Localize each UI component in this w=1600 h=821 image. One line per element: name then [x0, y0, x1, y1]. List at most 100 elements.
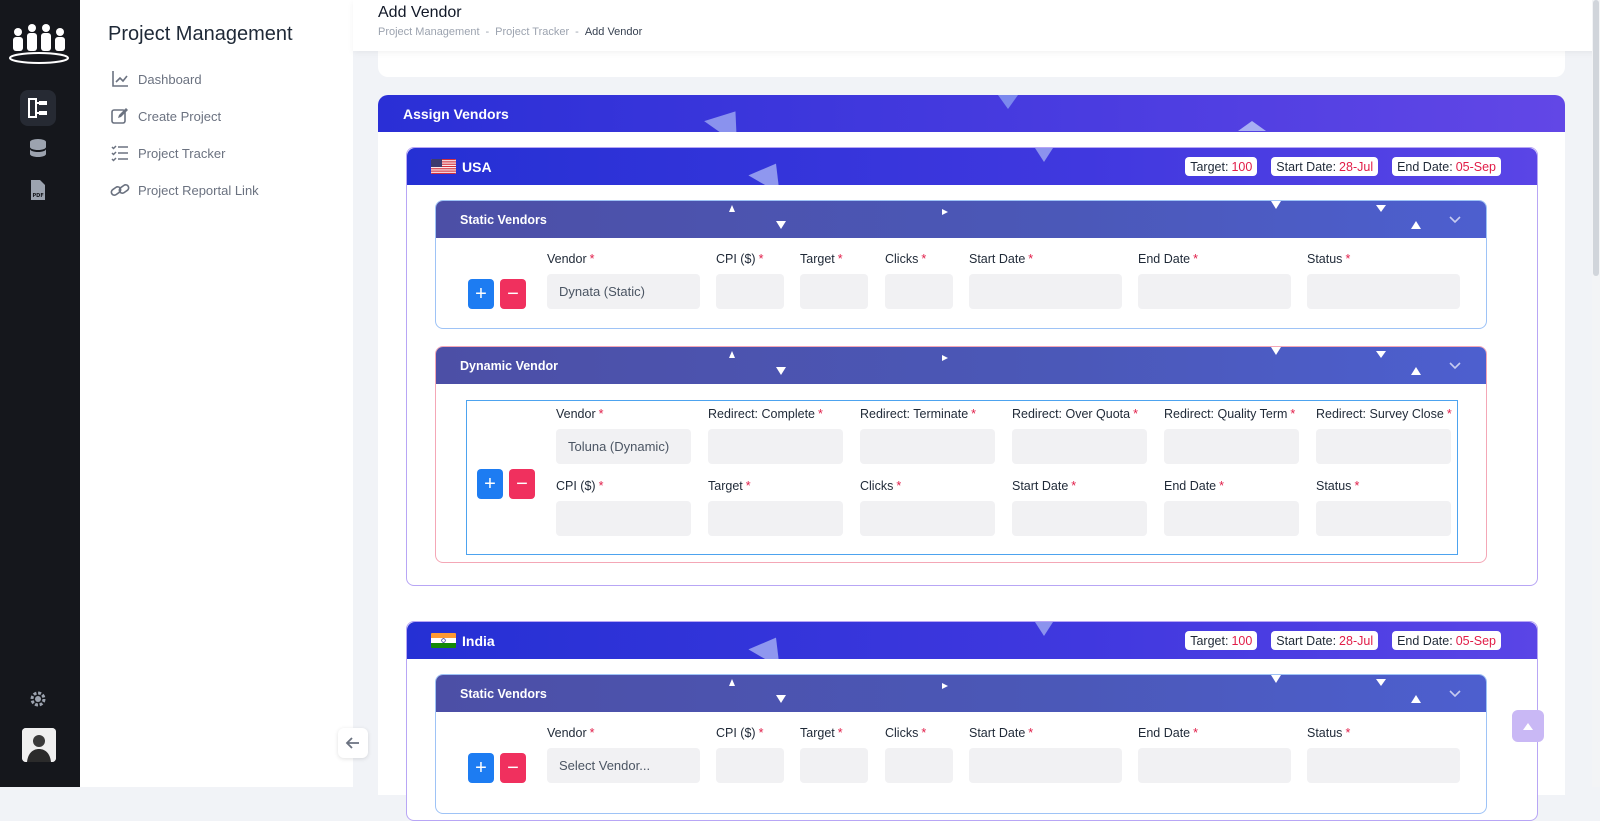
- field-label-vendor: Vendor *: [547, 252, 595, 266]
- clicks-input[interactable]: [885, 274, 953, 309]
- decor-triangle: [998, 95, 1018, 109]
- vendor-select[interactable]: Toluna (Dynamic): [556, 429, 691, 464]
- field-label-vendor: Vendor *: [547, 726, 595, 740]
- breadcrumb-current: Add Vendor: [584, 26, 643, 38]
- target-input[interactable]: [800, 274, 868, 309]
- end-date-input[interactable]: [1164, 501, 1299, 536]
- team-logo-icon[interactable]: [8, 22, 70, 66]
- sidebar: Project Management Dashboard Create Proj…: [80, 0, 353, 787]
- decor-triangle: [729, 679, 735, 686]
- field-label-redirect-terminate: Redirect: Terminate *: [860, 407, 977, 421]
- target-label: Target:: [1190, 633, 1229, 648]
- sidebar-item-dashboard[interactable]: Dashboard: [110, 67, 202, 91]
- dynamic-vendor-row: + − Vendor * Redirect: Complete * Redirect…: [466, 400, 1458, 555]
- field-label-clicks: Clicks *: [885, 726, 927, 740]
- decor-triangle: [942, 355, 948, 361]
- country-stats: Target: 100 Start Date: 28-Jul End Date: 05…: [1185, 631, 1501, 650]
- sidebar-item-project-tracker[interactable]: Project Tracker: [110, 141, 225, 165]
- sidebar-item-label: Project Reportal Link: [138, 182, 259, 198]
- end-date-input[interactable]: [1138, 748, 1291, 783]
- vendor-select[interactable]: Dynata (Static): [547, 274, 700, 309]
- project-tree-icon[interactable]: [20, 90, 56, 126]
- start-date-input[interactable]: [1012, 501, 1147, 536]
- cpi-input[interactable]: [716, 274, 784, 309]
- static-vendors-panel: Static Vendors + − Vendor * CPI ($) * Targ…: [435, 674, 1487, 814]
- india-flag-icon: [431, 633, 456, 648]
- field-label-start-date: Start Date *: [969, 252, 1034, 266]
- scrollbar-thumb[interactable]: [1593, 0, 1599, 276]
- add-vendor-button[interactable]: +: [468, 279, 494, 309]
- add-vendor-button[interactable]: +: [477, 469, 503, 499]
- sidebar-item-label: Dashboard: [138, 71, 202, 87]
- chevron-down-icon[interactable]: [1448, 358, 1462, 372]
- field-label-start-date: Start Date *: [969, 726, 1034, 740]
- field-label-vendor: Vendor *: [556, 407, 604, 421]
- dynamic-vendor-panel: Dynamic Vendor + − Vendor * Redirect: Com…: [435, 346, 1487, 563]
- breadcrumb-item[interactable]: Project Management: [378, 26, 480, 38]
- arrow-left-icon: [345, 737, 359, 749]
- static-vendors-title: Static Vendors: [460, 212, 547, 227]
- chevron-down-icon[interactable]: [1448, 212, 1462, 226]
- redirect-over-quota-input[interactable]: [1012, 429, 1147, 464]
- target-value: 100: [1231, 633, 1253, 648]
- target-badge: Target: 100: [1185, 631, 1258, 650]
- redirect-survey-close-input[interactable]: [1316, 429, 1451, 464]
- decor-triangle: [776, 367, 786, 375]
- sidebar-item-project-reportal-link[interactable]: Project Reportal Link: [110, 178, 259, 202]
- redirect-quality-term-input[interactable]: [1164, 429, 1299, 464]
- collapse-sidebar-button[interactable]: [338, 728, 368, 758]
- end-date-input[interactable]: [1138, 274, 1291, 309]
- chevron-down-icon[interactable]: [1448, 686, 1462, 700]
- status-select[interactable]: [1307, 274, 1460, 309]
- pdf-file-icon[interactable]: PDF: [20, 172, 56, 208]
- status-select[interactable]: [1307, 748, 1460, 783]
- field-label-end-date: End Date *: [1164, 479, 1224, 493]
- field-label-target: Target *: [800, 726, 843, 740]
- target-input[interactable]: [708, 501, 843, 536]
- field-label-target: Target *: [800, 252, 843, 266]
- user-avatar[interactable]: [22, 728, 56, 762]
- database-icon[interactable]: [20, 131, 56, 167]
- cpi-input[interactable]: [556, 501, 691, 536]
- remove-vendor-button[interactable]: −: [509, 469, 535, 499]
- country-header: India Target: 100 Start Date: 28-Jul End D…: [407, 622, 1537, 659]
- clicks-input[interactable]: [885, 748, 953, 783]
- start-date-label: Start Date:: [1276, 633, 1337, 648]
- end-date-value: 05-Sep: [1455, 159, 1496, 174]
- page-scrollbar[interactable]: [1592, 0, 1600, 787]
- checklist-icon: [111, 145, 128, 162]
- remove-vendor-button[interactable]: −: [500, 753, 526, 783]
- decor-triangle: [1411, 221, 1421, 229]
- caret-up-icon: [1523, 723, 1533, 730]
- status-select[interactable]: [1316, 501, 1451, 536]
- cpi-input[interactable]: [716, 748, 784, 783]
- remove-vendor-button[interactable]: −: [500, 279, 526, 309]
- sidebar-item-create-project[interactable]: Create Project: [110, 104, 221, 128]
- static-vendors-header[interactable]: Static Vendors: [436, 675, 1486, 712]
- start-date-input[interactable]: [969, 274, 1122, 309]
- clicks-input[interactable]: [860, 501, 995, 536]
- decor-triangle: [1376, 351, 1386, 358]
- redirect-terminate-input[interactable]: [860, 429, 995, 464]
- scroll-to-top-button[interactable]: [1512, 710, 1544, 742]
- field-label-cpi: CPI ($) *: [556, 479, 604, 493]
- country-section-usa: USA Target: 100 Start Date: 28-Jul End Dat…: [406, 147, 1538, 586]
- static-vendors-header[interactable]: Static Vendors: [436, 201, 1486, 238]
- dynamic-vendor-header[interactable]: Dynamic Vendor: [436, 347, 1486, 384]
- start-date-input[interactable]: [969, 748, 1122, 783]
- decor-triangle: [1271, 347, 1281, 355]
- redirect-complete-input[interactable]: [708, 429, 843, 464]
- decor-triangle: [942, 683, 948, 689]
- decor-triangle: [1411, 367, 1421, 375]
- country-name: USA: [462, 158, 492, 175]
- vendor-select[interactable]: Select Vendor...: [547, 748, 700, 783]
- target-input[interactable]: [800, 748, 868, 783]
- breadcrumb-item[interactable]: Project Tracker: [495, 26, 570, 38]
- start-date-value: 28-Jul: [1339, 159, 1374, 174]
- add-vendor-button[interactable]: +: [468, 753, 494, 783]
- field-label-status: Status *: [1307, 726, 1351, 740]
- decor-triangle: [1271, 675, 1281, 683]
- field-label-redirect-over-quota: Redirect: Over Quota *: [1012, 407, 1138, 421]
- settings-gear-icon[interactable]: [20, 681, 56, 717]
- field-label-end-date: End Date *: [1138, 252, 1198, 266]
